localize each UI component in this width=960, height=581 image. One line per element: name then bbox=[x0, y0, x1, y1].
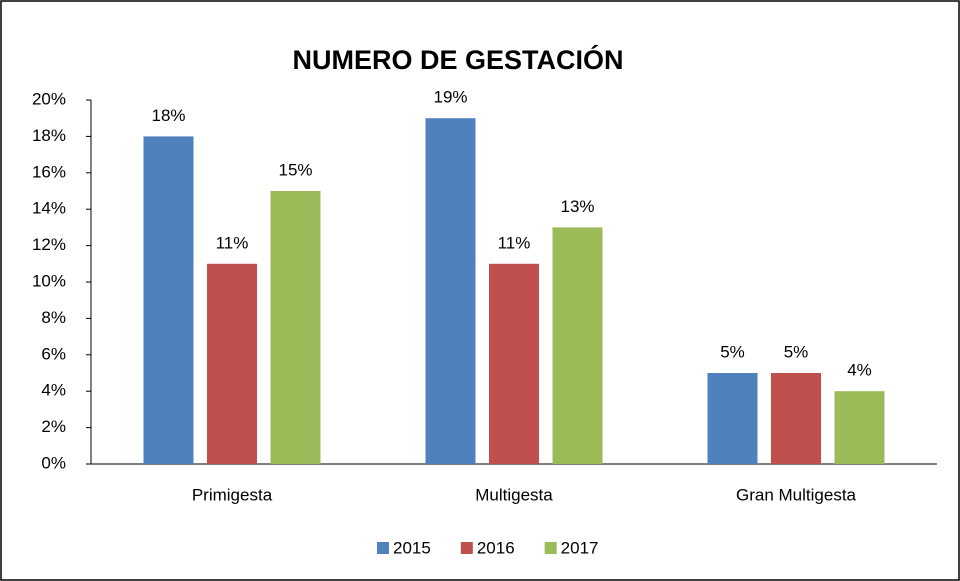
y-tick-label: 2% bbox=[41, 417, 66, 436]
value-label: 13% bbox=[560, 197, 594, 216]
bar bbox=[707, 373, 758, 464]
value-label: 11% bbox=[216, 233, 249, 252]
value-label: 15% bbox=[278, 160, 312, 179]
y-tick-label: 16% bbox=[32, 162, 66, 181]
value-label: 4% bbox=[847, 361, 872, 380]
y-tick-label: 10% bbox=[32, 271, 66, 290]
y-tick-label: 18% bbox=[32, 126, 66, 145]
y-tick-label: 0% bbox=[41, 453, 66, 472]
value-label: 5% bbox=[720, 342, 745, 361]
value-label: 19% bbox=[433, 88, 467, 107]
legend-swatch bbox=[377, 542, 389, 554]
legend-swatch bbox=[460, 542, 473, 554]
y-tick-label: 14% bbox=[32, 199, 66, 218]
legend-swatch bbox=[544, 542, 557, 554]
bar bbox=[552, 227, 603, 464]
bar bbox=[143, 136, 194, 464]
x-tick-label: Multigesta bbox=[475, 485, 553, 504]
bar bbox=[489, 263, 539, 464]
y-tick-label: 4% bbox=[41, 381, 66, 400]
value-label: 5% bbox=[784, 342, 809, 361]
bar bbox=[270, 191, 321, 464]
value-label: 18% bbox=[151, 106, 185, 125]
y-tick-label: 8% bbox=[41, 308, 66, 327]
bar bbox=[425, 118, 476, 464]
bar bbox=[834, 391, 885, 464]
legend-label: 2017 bbox=[561, 538, 599, 557]
value-label: 11% bbox=[498, 233, 531, 252]
y-tick-label: 20% bbox=[32, 89, 66, 108]
bar bbox=[771, 373, 821, 464]
y-tick-label: 12% bbox=[32, 235, 66, 254]
legend-label: 2016 bbox=[477, 538, 515, 557]
chart-title: NUMERO DE GESTACIÓN bbox=[292, 44, 623, 75]
bar bbox=[207, 263, 257, 464]
legend-label: 2015 bbox=[393, 538, 431, 557]
y-tick-label: 6% bbox=[41, 344, 66, 363]
x-tick-label: Gran Multigesta bbox=[736, 485, 857, 504]
x-tick-label: Primigesta bbox=[192, 485, 273, 504]
